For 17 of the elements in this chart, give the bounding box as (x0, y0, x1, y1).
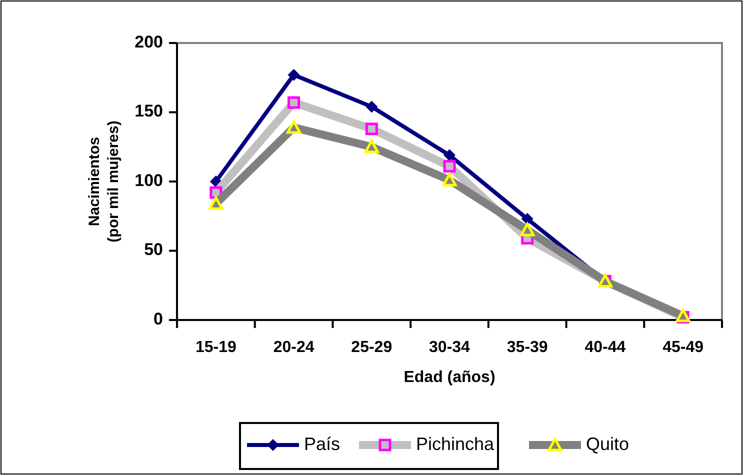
x-axis-title: Edad (años) (404, 369, 496, 386)
y-axis-title: Nacimientos (por mil mujeres) (86, 120, 122, 242)
y-tick-label: 100 (134, 170, 163, 190)
x-tick-label: 20-24 (273, 339, 314, 356)
x-tick-label: 45-49 (662, 339, 704, 356)
legend-label: Quito (586, 434, 630, 454)
x-tick-label: 15-19 (195, 339, 236, 356)
x-tick-label: 30-34 (429, 339, 470, 356)
x-tick-label: 35-39 (506, 339, 548, 356)
legend-label: País (304, 434, 340, 454)
y-tick-label: 0 (154, 309, 163, 328)
y-tick-label: 50 (144, 240, 163, 260)
legend-label: Pichincha (416, 434, 496, 454)
x-tick-label: 25-29 (351, 339, 392, 356)
y-tick-label: 200 (134, 32, 163, 52)
x-tick-label: 40-44 (584, 339, 626, 356)
y-tick-label: 150 (134, 102, 163, 121)
